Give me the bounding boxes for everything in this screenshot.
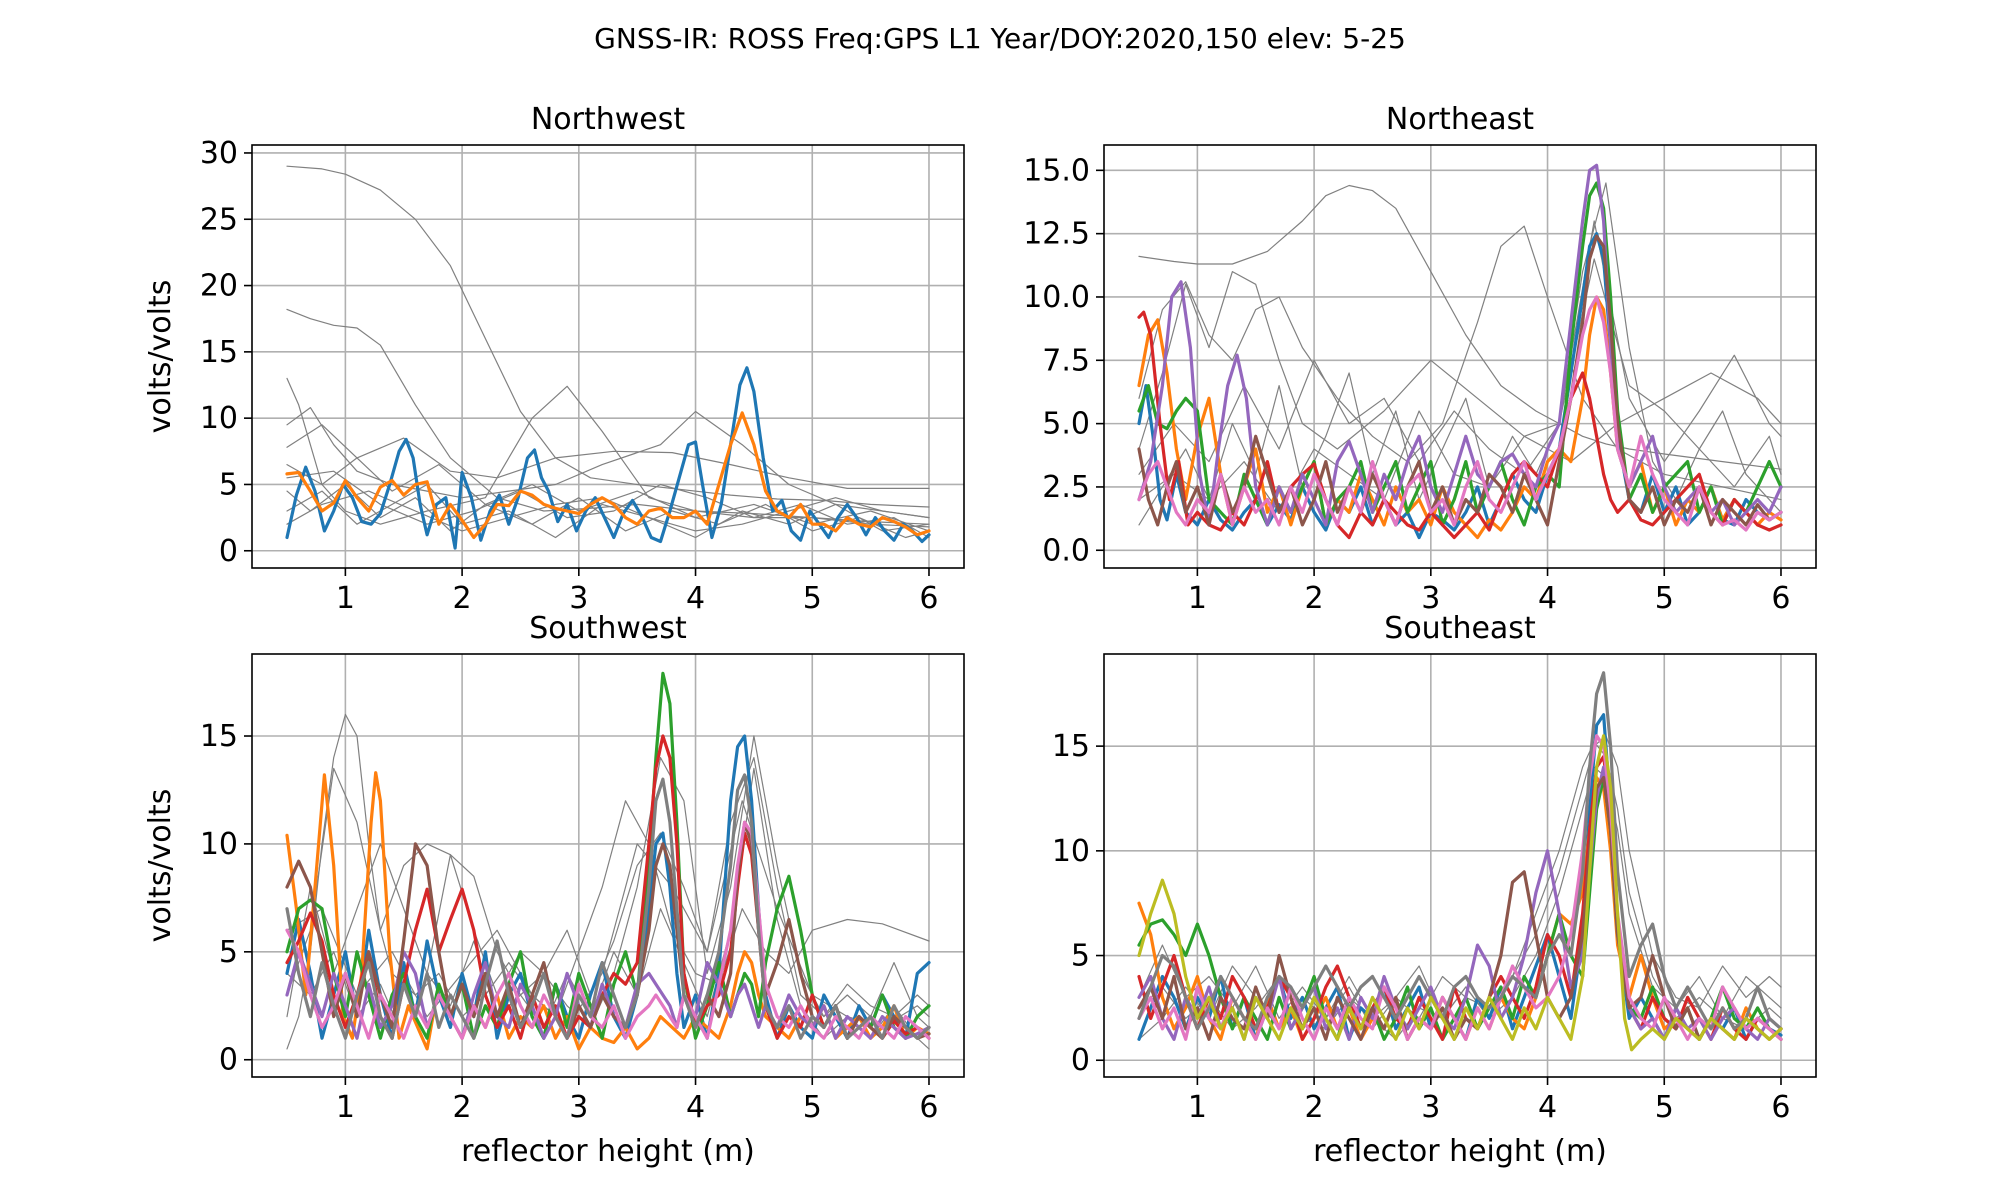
- northeast-x-tick-label: 4: [1538, 581, 1557, 616]
- northeast-rejected-series: [1138, 271, 1782, 463]
- northwest-rejected-series: [286, 377, 930, 528]
- southwest-x-tick-label: 4: [686, 1090, 705, 1125]
- northwest-title: Northwest: [531, 102, 686, 137]
- southwest-series-group: [285, 671, 931, 1051]
- southwest-title: Southwest: [529, 611, 687, 646]
- northeast-y-tick-label: 15.0: [1023, 153, 1090, 188]
- southwest-x-tick-label: 5: [803, 1090, 822, 1125]
- northeast-rejected-series: [1138, 182, 1782, 526]
- southeast-title: Southeast: [1384, 611, 1536, 646]
- northeast-y-tick-label: 5.0: [1042, 407, 1090, 442]
- southwest-y-axis-label: volts/volts: [143, 789, 178, 943]
- southwest-x-tick-label: 3: [569, 1090, 588, 1125]
- northwest-y-tick-label: 10: [200, 401, 238, 436]
- southeast-y-tick-label: 10: [1052, 834, 1090, 869]
- northeast-y-tick-label: 0.0: [1042, 533, 1090, 568]
- figure-title: GNSS-IR: ROSS Freq:GPS L1 Year/DOY:2020,…: [594, 22, 1406, 55]
- southwest-x-tick-label: 6: [919, 1090, 938, 1125]
- northeast-accepted-series: [1137, 163, 1783, 527]
- northeast-panel: 1 2 3 4 5 6 0.0 2.5 5.0 7.5 10.0 12.5 15.0 Northeast: [1023, 102, 1817, 616]
- northwest-y-tick-label: 5: [219, 467, 238, 502]
- northwest-y-axis-label: volts/volts: [143, 280, 178, 434]
- southwest-accepted-series: [285, 773, 931, 1040]
- southeast-y-tick-label: 5: [1071, 939, 1090, 974]
- southeast-accepted-series: [1137, 734, 1783, 1052]
- southeast-panel: 1 2 3 4 5 6 0 5 10 15 Southeast reflector height (m…: [1052, 611, 1817, 1169]
- southwest-rejected-series: [286, 757, 930, 1018]
- northeast-accepted-series: [1137, 181, 1783, 527]
- southwest-x-tick-label: 1: [336, 1090, 355, 1125]
- northeast-rejected-series: [1138, 220, 1782, 475]
- northeast-x-tick-label: 1: [1188, 581, 1207, 616]
- southeast-x-tick-label: 4: [1538, 1090, 1557, 1125]
- southeast-axes-frame: [1103, 653, 1817, 1078]
- northwest-rejected-series: [286, 457, 930, 532]
- southeast-y-tick-label: 15: [1052, 729, 1090, 764]
- northwest-accepted-series: [285, 411, 931, 540]
- southeast-x-tick-label: 5: [1655, 1090, 1674, 1125]
- southeast-x-tick-label: 3: [1421, 1090, 1440, 1125]
- southeast-x-axis-label: reflector height (m): [1313, 1134, 1607, 1169]
- northwest-rejected-series: [286, 470, 930, 539]
- northwest-x-tick-label: 4: [686, 581, 705, 616]
- southwest-accepted-series: [285, 820, 931, 1040]
- northeast-y-tick-label: 2.5: [1042, 470, 1090, 505]
- southeast-accepted-series: [1137, 734, 1783, 1041]
- northeast-x-tick-label: 6: [1771, 581, 1790, 616]
- northwest-rejected-series: [286, 407, 930, 519]
- northwest-y-tick-label: 20: [200, 269, 238, 304]
- northwest-x-tick-label: 2: [453, 581, 472, 616]
- northeast-y-tick-label: 7.5: [1042, 343, 1090, 378]
- northeast-y-tick-label: 10.0: [1023, 280, 1090, 315]
- northeast-title: Northeast: [1386, 102, 1534, 137]
- southeast-x-tick-label: 2: [1305, 1090, 1324, 1125]
- southwest-x-axis-label: reflector height (m): [461, 1134, 755, 1169]
- northwest-x-tick-label: 5: [803, 581, 822, 616]
- southwest-y-tick-label: 10: [200, 827, 238, 862]
- northwest-axes-frame: [251, 144, 965, 569]
- southeast-y-tick-label: 0: [1071, 1043, 1090, 1078]
- southwest-y-tick-label: 5: [219, 935, 238, 970]
- southwest-y-tick-label: 0: [219, 1043, 238, 1078]
- southeast-x-tick-label: 1: [1188, 1090, 1207, 1125]
- northeast-axes-frame: [1103, 144, 1817, 569]
- northwest-y-tick-label: 25: [200, 202, 238, 237]
- northwest-y-tick-label: 0: [219, 534, 238, 569]
- northwest-plot-area: [252, 145, 964, 568]
- northwest-x-tick-label: 3: [569, 581, 588, 616]
- southeast-x-tick-label: 6: [1771, 1090, 1790, 1125]
- northwest-y-tick-label: 30: [200, 136, 238, 171]
- northwest-y-tick-label: 15: [200, 335, 238, 370]
- southwest-axes-frame: [251, 653, 965, 1078]
- northeast-x-tick-label: 5: [1655, 581, 1674, 616]
- southwest-y-tick-label: 15: [200, 719, 238, 754]
- northeast-x-tick-label: 3: [1421, 581, 1440, 616]
- southwest-rejected-series: [286, 800, 930, 1028]
- southwest-x-tick-label: 2: [453, 1090, 472, 1125]
- southwest-panel: 1 2 3 4 5 6 0 5 10 15 Southwest volts/volts reflecto…: [143, 611, 965, 1169]
- northeast-x-tick-label: 2: [1305, 581, 1324, 616]
- northeast-accepted-series: [1137, 295, 1783, 532]
- northwest-x-tick-label: 6: [919, 581, 938, 616]
- southeast-series-group: [1137, 671, 1783, 1052]
- northwest-grid: [252, 145, 964, 568]
- northwest-x-tick-label: 1: [336, 581, 355, 616]
- northeast-y-tick-label: 12.5: [1023, 217, 1090, 252]
- northwest-panel: 1 2 3 4 5 6 0 5 10 15 20 25 30 Northwest volts/volts: [143, 102, 965, 616]
- northeast-series-group: [1137, 163, 1783, 540]
- northwest-series-group: [285, 165, 931, 550]
